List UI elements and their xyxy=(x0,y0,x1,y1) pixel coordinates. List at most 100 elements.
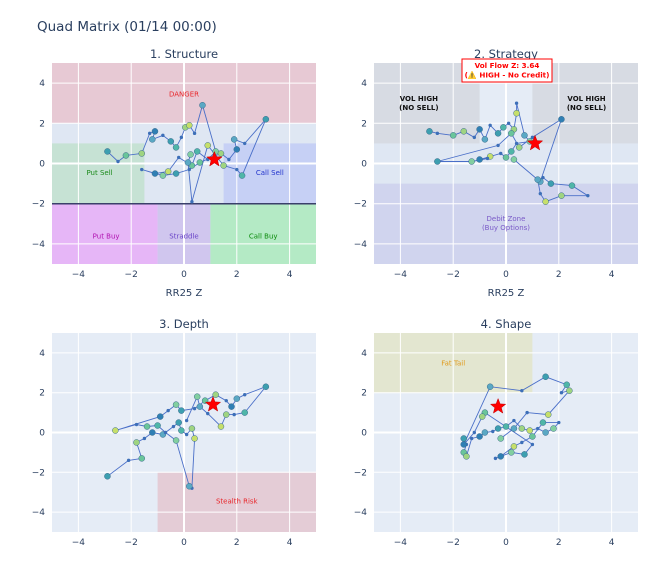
x-tick-label: 0 xyxy=(181,538,187,548)
zone-label: Call Sell xyxy=(256,169,284,177)
panel-title: 4. Shape xyxy=(481,317,532,331)
current-position-star xyxy=(204,395,222,412)
data-point xyxy=(164,168,172,175)
data-point xyxy=(530,135,535,140)
data-point xyxy=(481,136,489,143)
data-point xyxy=(435,131,440,136)
x-tick-label: 4 xyxy=(287,538,293,548)
data-point xyxy=(559,391,564,395)
data-point xyxy=(138,150,146,157)
data-point xyxy=(476,126,483,133)
data-point xyxy=(496,143,500,148)
data-point xyxy=(508,130,515,137)
data-point xyxy=(177,155,181,160)
data-point xyxy=(238,172,246,179)
data-point xyxy=(494,425,502,432)
current-position-star xyxy=(206,150,223,167)
data-point xyxy=(493,456,498,461)
data-point xyxy=(149,429,156,436)
y-tick-label: −4 xyxy=(32,240,46,250)
data-point xyxy=(149,136,156,143)
zone-label: Stealth Risk xyxy=(216,498,259,506)
annotation-line-2: (⚠️ HIGH - No Credit) xyxy=(465,71,550,80)
data-point xyxy=(171,424,176,429)
data-point xyxy=(166,408,170,413)
data-point xyxy=(222,411,230,418)
data-point xyxy=(172,401,180,408)
data-point xyxy=(469,436,474,441)
series-line xyxy=(463,376,571,459)
zone-label: Put Buy xyxy=(93,232,120,240)
data-point xyxy=(142,436,147,441)
data-point xyxy=(233,146,241,153)
data-point xyxy=(243,141,247,146)
data-point xyxy=(514,101,519,105)
panel-3: Stealth Risk −4 −2 0 2 4 −4 −2 0 2 4 3. Depth xyxy=(32,317,316,548)
data-point xyxy=(534,176,541,183)
data-point xyxy=(112,427,119,434)
x-tick-label: 2 xyxy=(234,270,240,280)
data-point xyxy=(228,403,235,410)
data-point xyxy=(190,199,194,204)
data-point xyxy=(151,128,159,135)
y-tick-label: 0 xyxy=(361,160,367,170)
y-tick-label: 0 xyxy=(39,160,45,170)
data-point xyxy=(485,156,490,161)
data-point xyxy=(520,440,524,445)
panel-1: DANGER Put Sell Call Sell Put Buy Straddle Ca… xyxy=(32,47,316,299)
y-tick-label: −2 xyxy=(354,468,367,478)
data-point xyxy=(514,141,519,146)
data-point xyxy=(206,411,210,416)
data-point xyxy=(156,413,164,420)
data-point xyxy=(535,426,540,431)
data-point xyxy=(521,451,528,458)
data-point xyxy=(542,373,549,381)
data-point xyxy=(558,116,565,123)
y-tick-label: 2 xyxy=(361,389,367,399)
data-point xyxy=(179,135,184,140)
data-point xyxy=(476,156,483,163)
data-point xyxy=(133,439,140,446)
annotation-line-1: Vol Flow Z: 3.64 xyxy=(475,61,540,70)
data-point xyxy=(262,383,270,390)
data-point xyxy=(508,148,515,155)
data-point xyxy=(175,419,182,426)
data-point xyxy=(497,435,504,442)
x-tick-label: 0 xyxy=(503,270,509,280)
data-point xyxy=(196,403,204,410)
data-point xyxy=(520,389,524,393)
data-point xyxy=(525,410,529,415)
x-tick-label: 0 xyxy=(181,270,187,280)
y-tick-label: 2 xyxy=(39,119,45,129)
current-position-star xyxy=(489,397,507,414)
data-point xyxy=(426,128,433,135)
data-point xyxy=(204,142,212,149)
data-point xyxy=(193,148,201,155)
x-tick-label: −2 xyxy=(447,538,460,548)
data-point xyxy=(172,144,180,151)
data-point xyxy=(550,425,557,432)
data-point xyxy=(568,182,576,189)
y-tick-label: −4 xyxy=(354,240,368,250)
data-point xyxy=(147,131,152,136)
data-point xyxy=(212,391,219,398)
data-point xyxy=(460,435,468,442)
zone-label: (NO SELL) xyxy=(399,104,438,112)
zone-label: VOL HIGH xyxy=(567,95,605,103)
data-point xyxy=(230,136,238,143)
data-point xyxy=(478,413,486,420)
y-tick-label: −4 xyxy=(354,508,368,518)
data-point xyxy=(502,423,510,430)
data-point xyxy=(460,128,468,135)
data-point xyxy=(126,458,131,463)
panel-title: 2. Strategy xyxy=(474,47,538,61)
data-point xyxy=(143,423,151,430)
data-point xyxy=(513,110,520,117)
data-point xyxy=(506,121,511,126)
data-point xyxy=(116,159,120,164)
page-title: Quad Matrix (01/14 00:00) xyxy=(37,19,217,35)
data-point xyxy=(539,419,547,426)
data-point xyxy=(172,170,180,177)
data-point xyxy=(140,167,144,172)
